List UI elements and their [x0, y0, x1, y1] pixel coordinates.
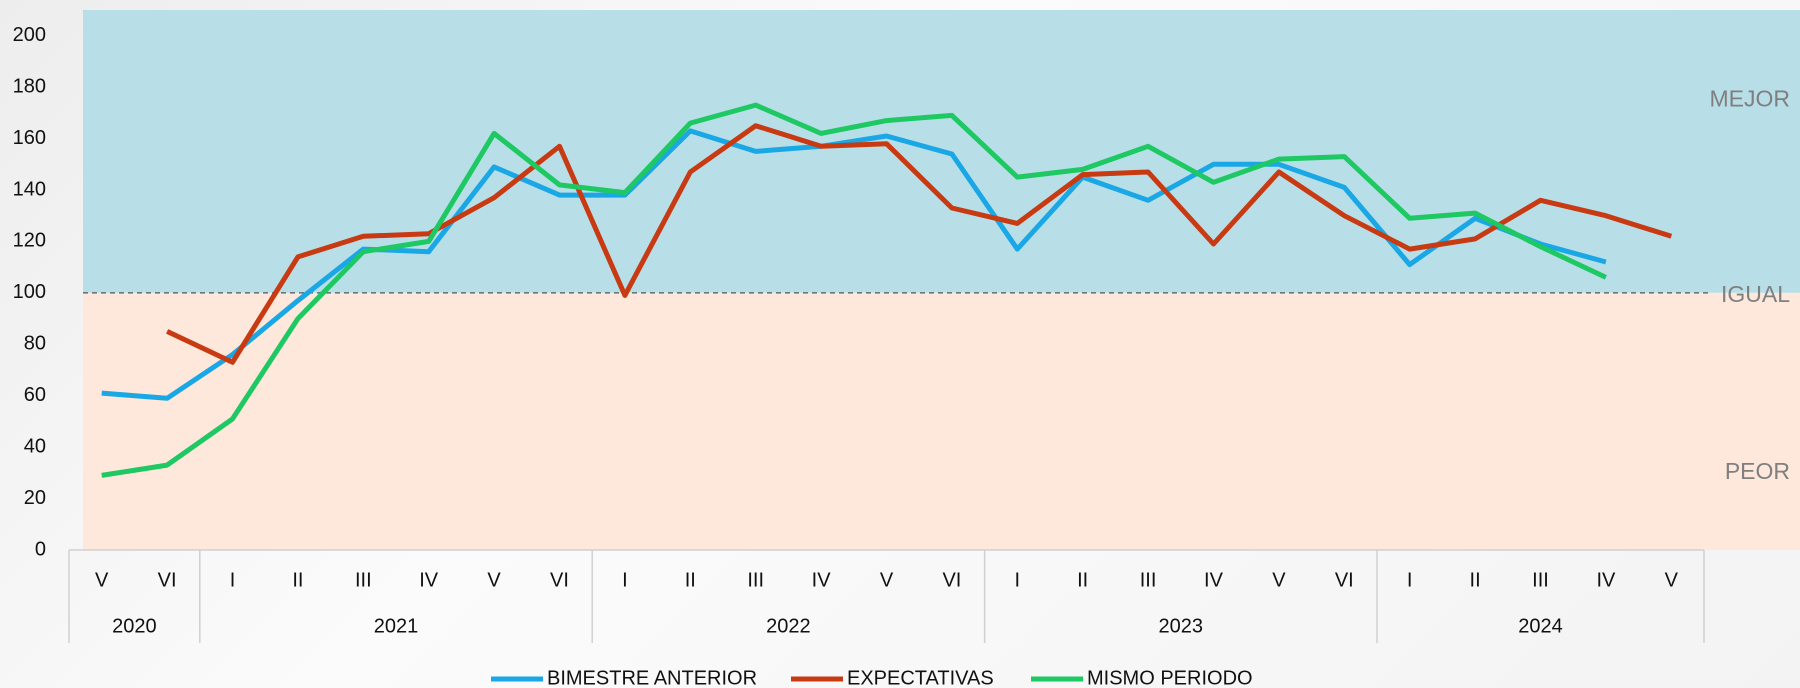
y-tick-label: 20: [24, 487, 46, 509]
x-tick-label: V: [880, 569, 894, 591]
band-label: PEOR: [1725, 458, 1790, 484]
y-tick-label: 120: [13, 230, 46, 252]
x-tick-label: III: [1140, 569, 1157, 591]
x-group-label: 2022: [766, 615, 811, 637]
y-tick-label: 140: [13, 178, 46, 200]
reference-label: IGUAL: [1721, 281, 1790, 307]
legend-label: MISMO PERIODO: [1087, 667, 1253, 688]
x-tick-label: VI: [1335, 569, 1354, 591]
x-tick-label: I: [1407, 569, 1413, 591]
legend-label: EXPECTATIVAS: [847, 667, 994, 688]
y-tick-label: 80: [24, 333, 46, 355]
x-tick-label: III: [355, 569, 372, 591]
x-tick-label: I: [1015, 569, 1021, 591]
x-tick-label: V: [95, 569, 109, 591]
x-tick-label: II: [292, 569, 303, 591]
x-tick-label: V: [1272, 569, 1286, 591]
y-tick-label: 40: [24, 435, 46, 457]
x-tick-label: IV: [419, 569, 439, 591]
x-tick-label: III: [1532, 569, 1549, 591]
x-tick-label: IV: [1596, 569, 1616, 591]
x-tick-label: IV: [812, 569, 832, 591]
x-tick-label: II: [1470, 569, 1481, 591]
x-tick-label: I: [622, 569, 628, 591]
y-tick-label: 180: [13, 75, 46, 97]
x-group-label: 2020: [112, 615, 157, 637]
x-tick-label: I: [230, 569, 236, 591]
series-line: [101, 102, 1607, 478]
x-tick-label: VI: [158, 569, 177, 591]
y-tick-label: 0: [35, 538, 46, 560]
series-line: [101, 128, 1607, 401]
x-tick-label: II: [685, 569, 696, 591]
x-tick-label: V: [487, 569, 501, 591]
y-tick-label: 200: [13, 24, 46, 46]
x-tick-label: III: [747, 569, 764, 591]
x-group-label: 2023: [1159, 615, 1204, 637]
y-tick-label: 100: [13, 281, 46, 303]
x-group-label: 2024: [1518, 615, 1563, 637]
y-tick-label: 60: [24, 384, 46, 406]
x-tick-label: IV: [1204, 569, 1224, 591]
y-tick-label: 160: [13, 127, 46, 149]
x-tick-label: II: [1077, 569, 1088, 591]
band-label: MEJOR: [1710, 86, 1791, 112]
band: [83, 292, 1800, 550]
x-tick-label: V: [1665, 569, 1679, 591]
x-group-label: 2021: [374, 615, 419, 637]
x-tick-label: VI: [942, 569, 961, 591]
x-tick-label: VI: [550, 569, 569, 591]
series-line: [166, 123, 1673, 365]
legend-label: BIMESTRE ANTERIOR: [547, 667, 757, 688]
